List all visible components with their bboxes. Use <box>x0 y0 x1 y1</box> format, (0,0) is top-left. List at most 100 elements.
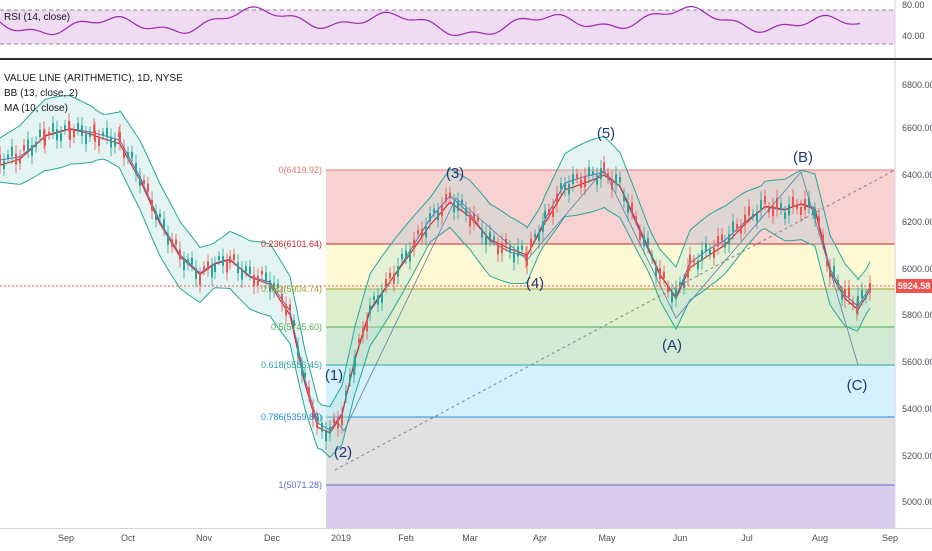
candle-body <box>465 208 467 216</box>
candle-body <box>139 176 141 186</box>
candle-body <box>226 261 228 273</box>
candle-body <box>222 256 224 266</box>
candle-body <box>159 213 161 218</box>
time-tick-jun: Jun <box>672 533 688 543</box>
candle-body <box>697 260 699 270</box>
candle-body <box>81 125 83 136</box>
time-axis[interactable]: Sep Oct Nov Dec 2019 Feb Mar Apr May Jun… <box>0 528 932 551</box>
candle-body <box>317 417 319 421</box>
candle-body <box>748 206 750 216</box>
candle-body <box>151 199 153 211</box>
candle-body <box>538 232 540 241</box>
candle-body <box>517 246 519 257</box>
candlesticks <box>0 113 871 450</box>
candle-body <box>203 266 205 271</box>
candle-body <box>43 129 45 141</box>
bb-lower-line <box>0 158 871 459</box>
candle-body <box>818 216 820 228</box>
rsi-legend[interactable]: RSI (14, close) <box>4 12 71 23</box>
candle-body <box>297 345 299 357</box>
candle-body <box>187 259 189 265</box>
time-tick-dec: Dec <box>263 533 281 543</box>
candle-body <box>736 223 738 229</box>
candle-body <box>497 244 499 255</box>
candle-body <box>560 183 562 190</box>
candle-body <box>93 125 95 133</box>
candle-body <box>321 422 323 432</box>
fib-zone-786-1 <box>326 417 895 485</box>
candle-body <box>245 266 247 272</box>
candle-body <box>655 267 657 277</box>
candle-body <box>52 123 54 132</box>
candle-body <box>611 179 613 190</box>
price-tick-6600: 6600.00 <box>902 123 932 133</box>
candle-body <box>576 173 578 179</box>
ma-legend[interactable]: MA (10, close) <box>4 103 68 114</box>
candle-body <box>56 129 58 141</box>
fib-label-1: 1(5071.28) <box>278 480 322 490</box>
candle-body <box>207 261 209 270</box>
candle-body <box>588 167 590 176</box>
candle-body <box>421 229 423 238</box>
rsi-series-line <box>0 5 861 37</box>
candle-body <box>39 129 41 137</box>
candle-body <box>191 257 193 265</box>
candle-body <box>143 179 145 185</box>
time-tick-feb: Feb <box>398 533 414 543</box>
fib-retracement-zones[interactable] <box>326 170 895 528</box>
candle-body <box>713 247 715 258</box>
candle-body <box>833 265 835 276</box>
time-tick-jul: Jul <box>741 533 753 543</box>
fib-label-0382: 0.382(5904.74) <box>261 284 322 294</box>
rsi-pane[interactable]: RSI (14, close) 80.00 40.00 <box>0 0 932 58</box>
pane-separator[interactable] <box>0 58 932 60</box>
candle-body <box>389 272 391 279</box>
candle-body <box>341 414 343 426</box>
candle-body <box>281 293 283 304</box>
candle-body <box>131 151 133 159</box>
candle-body <box>603 162 605 170</box>
candle-body <box>31 145 33 156</box>
candle-body <box>401 253 403 260</box>
candle-body <box>179 249 181 260</box>
elliott-wave-path <box>337 169 859 432</box>
candle-body <box>596 175 598 185</box>
candle-body <box>308 387 310 395</box>
candle-body <box>35 142 37 148</box>
wave-label-c: (C) <box>847 377 868 394</box>
candle-body <box>572 174 574 184</box>
bb-legend[interactable]: BB (13, close, 2) <box>4 88 78 99</box>
candle-body <box>564 183 566 190</box>
candle-body <box>27 139 29 151</box>
candle-body <box>826 260 828 266</box>
time-tick-may: May <box>598 533 616 543</box>
candle-body <box>469 215 471 227</box>
candle-body <box>556 193 558 205</box>
fib-level-lines <box>326 169 895 486</box>
price-tick-5800: 5800.00 <box>902 310 932 320</box>
candle-body <box>822 234 824 242</box>
candle-body <box>776 197 778 209</box>
candle-body <box>147 183 149 192</box>
main-chart-pane[interactable]: 0(6419.92) 0.236(6101.64) 0.382(5904.74)… <box>0 60 932 528</box>
candle-body <box>19 156 21 164</box>
candle-body <box>15 153 17 165</box>
price-tick-5400: 5400.00 <box>902 404 932 414</box>
candle-body <box>289 304 291 311</box>
candle-body <box>461 199 463 205</box>
candle-body <box>841 292 843 300</box>
candle-body <box>325 430 327 442</box>
candle-body <box>261 271 263 275</box>
price-tick-6800: 6800.00 <box>902 80 932 90</box>
candle-body <box>253 274 255 286</box>
candle-body <box>607 173 609 179</box>
price-tick-6200: 6200.00 <box>902 217 932 227</box>
candle-body <box>635 216 637 220</box>
candle-body <box>110 136 112 148</box>
candle-body <box>449 192 451 199</box>
chart-legend-title[interactable]: VALUE LINE (ARITHMETIC), 1D, NYSE <box>4 73 183 84</box>
candle-body <box>485 234 487 246</box>
time-tick-apr: Apr <box>532 533 548 543</box>
candle-body <box>135 163 137 174</box>
candle-body <box>373 296 375 300</box>
